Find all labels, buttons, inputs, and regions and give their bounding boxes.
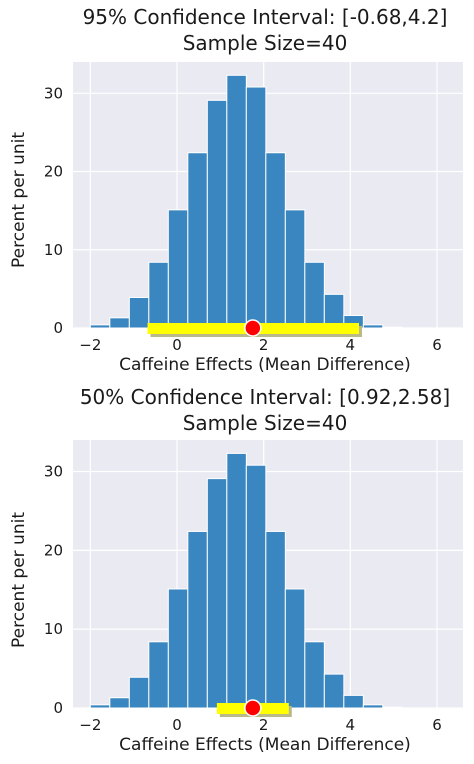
chart-1-bar	[148, 261, 169, 329]
chart-2-x-tick-label: 6	[432, 716, 442, 734]
chart-2-y-tick-label: 0	[53, 699, 63, 717]
chart-1-bar	[304, 261, 325, 329]
chart-1-y-tick-label: 0	[53, 319, 63, 337]
chart-1-bar	[206, 99, 228, 329]
chart-1-x-tick-label: 4	[346, 336, 356, 354]
chart-1-x-tick-label: 6	[432, 336, 442, 354]
chart-2-subtitle: Sample Size=40	[183, 411, 348, 435]
chart-2-bar	[265, 530, 286, 709]
chart-1-x-tick-label: 0	[172, 336, 182, 354]
chart-2-x-tick-label: 2	[259, 716, 269, 734]
chart-1-bar	[362, 324, 384, 329]
chart-1-bar	[226, 74, 247, 329]
chart-2-x-tick-label: 0	[172, 716, 182, 734]
chart-2-bar	[284, 588, 306, 709]
chart-2-x-tick-label: −2	[79, 716, 101, 734]
chart-2-bar	[128, 676, 150, 709]
chart-1-bar	[284, 209, 306, 329]
chart-2-point-estimate	[244, 699, 262, 717]
chart-1-bar	[128, 296, 150, 329]
chart-2-y-axis-label: Percent per unit	[9, 512, 29, 648]
chart-1-x-tick-label: 2	[259, 336, 269, 354]
chart-2-bar	[323, 673, 345, 709]
chart-2-bar	[343, 694, 364, 709]
chart-1-y-tick-label: 10	[44, 241, 63, 259]
chart-1-plot-area: −2 0 2 4 6 0 10 20 30	[44, 62, 463, 354]
chart-1-bar	[265, 152, 286, 329]
chart-2-bar	[187, 530, 208, 709]
chart-2-bar	[206, 478, 228, 709]
chart-1-subtitle: Sample Size=40	[183, 31, 348, 55]
chart-2-bar	[382, 706, 403, 709]
chart-2-bar	[167, 588, 189, 709]
chart-1-title: 95% Confidence Interval: [-0.68,4.2]	[83, 5, 448, 29]
chart-2-x-tick-label: 4	[346, 716, 356, 734]
chart-1-y-tick-label: 30	[44, 84, 63, 102]
chart-1-bar	[323, 293, 345, 329]
chart-1-y-axis-label: Percent per unit	[9, 132, 29, 268]
chart-2-bar	[89, 704, 111, 709]
chart-2-x-axis-label: Caffeine Effects (Mean Difference)	[119, 735, 411, 755]
chart-2-title: 50% Confidence Interval: [0.92,2.58]	[80, 385, 450, 409]
chart-2-bar	[226, 452, 247, 709]
chart-1: 95% Confidence Interval: [-0.68,4.2] Sam…	[9, 5, 463, 375]
chart-1-bar	[382, 326, 403, 329]
chart-2-y-tick-label: 30	[44, 463, 63, 481]
chart-2-bar	[109, 697, 130, 709]
chart-2: 50% Confidence Interval: [0.92,2.58] Sam…	[9, 385, 463, 755]
chart-1-bar	[89, 324, 111, 329]
chart-1-x-axis-label: Caffeine Effects (Mean Difference)	[119, 355, 411, 375]
chart-2-bar	[362, 704, 384, 709]
chart-1-x-tick-label: −2	[79, 336, 101, 354]
chart-1-bar	[167, 209, 189, 329]
chart-1-bar	[109, 317, 130, 329]
chart-1-bar	[187, 152, 208, 329]
chart-2-bar	[148, 641, 169, 709]
chart-2-plot-area: −2 0 2 4 6 0 10 20 30	[44, 440, 463, 734]
chart-1-point-estimate	[244, 319, 262, 337]
chart-2-bar	[245, 464, 267, 709]
chart-2-y-tick-label: 20	[44, 541, 63, 559]
chart-2-bar	[304, 641, 325, 709]
chart-1-bar	[245, 86, 267, 329]
chart-1-y-tick-label: 20	[44, 163, 63, 181]
chart-2-y-tick-label: 10	[44, 620, 63, 638]
